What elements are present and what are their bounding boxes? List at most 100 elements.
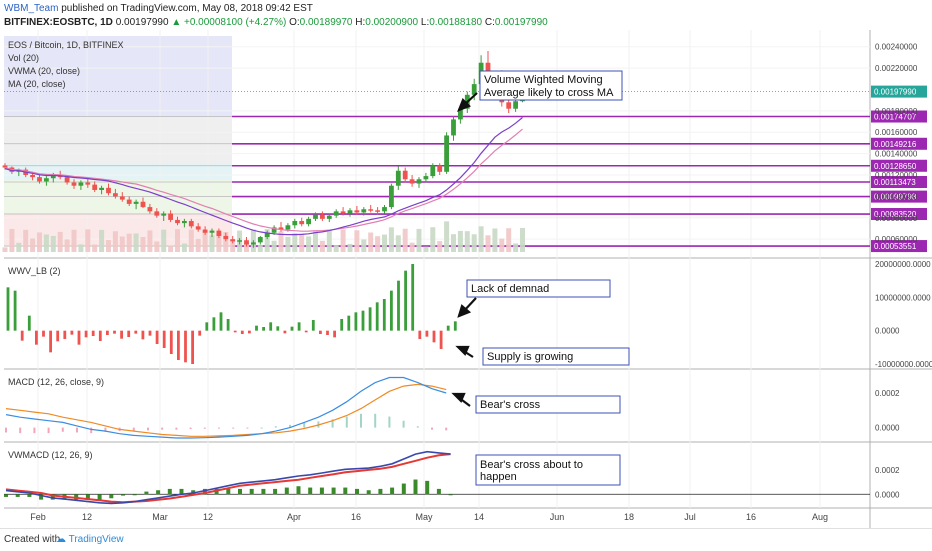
vwmacd-hist-12: [144, 491, 149, 495]
wwv-bar-10: [77, 330, 81, 345]
price-tick-0: 0.00240000: [875, 43, 918, 52]
wwv-bar-61: [439, 330, 443, 349]
volume-bar-5: [37, 232, 42, 252]
wwv-bar-11: [84, 330, 88, 338]
vwmacd-hist-23: [273, 488, 278, 495]
x-tick-11: 16: [746, 512, 756, 522]
vwmacd-tick-0: 0.0002: [875, 466, 900, 475]
macd-hist-31: [445, 427, 448, 431]
vwmacd-hist-20: [238, 488, 242, 495]
price-tick-4: 0.00140000: [875, 150, 918, 159]
level-badge-4: [871, 190, 927, 203]
wwv-bar-60: [432, 330, 436, 343]
volume-bar-59: [409, 242, 415, 252]
volume-bar-47: [326, 229, 332, 252]
volume-bar-19: [133, 233, 139, 252]
vwmacd-hist-1: [15, 494, 20, 497]
annotation-bears-cross[interactable]: Bear's cross: [475, 395, 621, 414]
vwmacd-hist-27: [319, 487, 324, 495]
volume-bar-41: [285, 236, 291, 252]
wwv-bar-32: [233, 330, 237, 333]
vwmacd-hist-15: [179, 488, 184, 495]
volume-bar-23: [161, 229, 167, 252]
wwv-bar-47: [340, 319, 344, 331]
candle-body-51: [354, 210, 360, 213]
x-tick-8: Jun: [550, 512, 565, 522]
volume-bar-62: [430, 227, 436, 252]
close-value: 0.00197990: [494, 17, 548, 28]
level-label-4: 0.00099798: [874, 193, 917, 202]
macd-hist-28: [402, 420, 405, 428]
vwmacd-hist-31: [366, 490, 371, 495]
candle-body-10: [71, 182, 77, 186]
volume-bar-56: [388, 227, 394, 252]
macd-hist-26: [374, 413, 377, 428]
vwmacd-hist-17: [202, 488, 207, 495]
macd-pane: [5, 376, 448, 439]
high-value: 0.00200900: [365, 17, 419, 28]
volume-bar-70: [485, 235, 491, 252]
macd-hist-19: [274, 426, 277, 428]
annotation-vwma-line1: Volume Wighted Moving: [484, 74, 603, 86]
annotation-supply[interactable]: Supply is growing: [482, 347, 630, 366]
candle-body-25: [175, 219, 180, 224]
wwv-bar-35: [255, 325, 258, 331]
tradingview-logo[interactable]: ☁ TradingView: [56, 534, 124, 545]
wwv-bar-38: [276, 326, 280, 331]
wwv-bar-34: [248, 330, 251, 334]
vwmacd-hist-29: [343, 487, 348, 495]
wwv-bar-56: [404, 270, 407, 331]
wwv-bar-28: [205, 322, 209, 331]
created-with-text: Created with: [4, 534, 61, 545]
volume-bar-18: [126, 233, 132, 252]
volume-bar-15: [106, 240, 111, 252]
price-tick-7: 0.00080000: [875, 214, 918, 223]
candle-body-38: [264, 232, 270, 238]
macd-hist-24: [345, 416, 348, 428]
macd-tick-0: 0.0002: [875, 389, 900, 398]
level-badge-5: [871, 208, 927, 221]
annotation-vwma[interactable]: Volume Wighted Moving Average likely to …: [479, 70, 623, 101]
volume-bar-55: [382, 234, 387, 252]
author-link[interactable]: WBM_Team: [4, 3, 59, 14]
macd-tick-1: 0.0000: [875, 424, 900, 433]
candle-body-66: [458, 108, 463, 120]
level-label-0: 0.00174707: [874, 113, 917, 122]
current-price-badge-label: 0.00197990: [874, 88, 917, 97]
volume-bar-45: [313, 230, 318, 252]
vwmacd-hist-2: [27, 494, 32, 497]
tradingview-cloud-icon: ☁: [56, 534, 66, 545]
volume-bar-74: [513, 243, 519, 252]
candle-body-29: [202, 229, 208, 233]
wwv-bar-18: [134, 330, 138, 334]
x-tick-7: 14: [474, 512, 484, 522]
annotation-supply-text: Supply is growing: [487, 351, 573, 363]
candle-body-53: [368, 209, 374, 211]
candle-body-48: [333, 211, 339, 216]
volume-bar-2: [16, 242, 22, 252]
wwv-bar-63: [453, 321, 457, 331]
volume-bar-68: [471, 234, 477, 252]
candle-body-33: [230, 239, 236, 242]
volume-bar-27: [188, 229, 194, 252]
volume-bar-52: [361, 239, 367, 252]
volume-bar-33: [230, 239, 236, 252]
chart-canvas[interactable]: 0.00174707 0.00149216 0.00128650 0.00113473…: [0, 30, 932, 528]
annotation-bears-cross-about[interactable]: Bear's cross about to happen: [475, 454, 621, 486]
volume-bar-14: [99, 229, 105, 252]
annotation-demand[interactable]: Lack of demnad: [466, 279, 611, 298]
legend-vwma: VWMA (20, close): [8, 66, 80, 76]
wwv-bar-25: [184, 330, 187, 363]
vwmacd-hist-22: [261, 488, 266, 495]
vwmacd-hist-21: [249, 488, 254, 495]
volume-bar-35: [244, 243, 249, 252]
ma-line: [4, 128, 523, 232]
vwmacd-hist-25: [296, 486, 301, 495]
annotation-bears-about-line1: Bear's cross about to: [480, 459, 583, 471]
volume-bar-58: [402, 228, 408, 252]
wwv-bar-57: [411, 264, 415, 331]
volume-bar-16: [112, 231, 118, 252]
volume-bar-40: [278, 231, 284, 252]
ma-lines: [4, 117, 523, 236]
volume-bar-51: [354, 230, 360, 252]
